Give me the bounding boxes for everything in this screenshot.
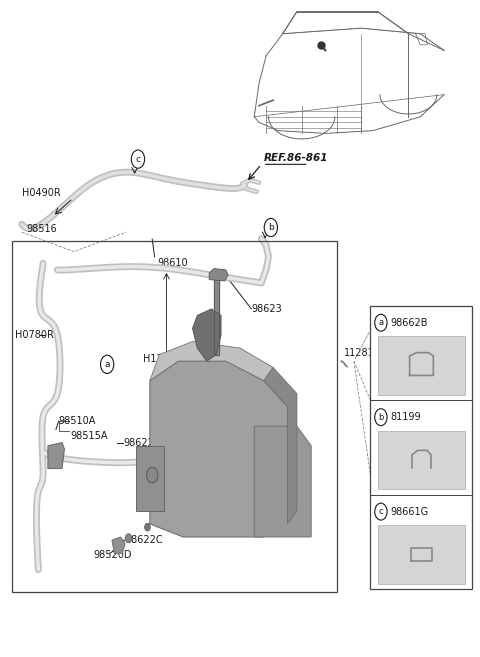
Text: 98516: 98516 xyxy=(26,223,57,234)
Text: 98510A: 98510A xyxy=(59,416,96,426)
Polygon shape xyxy=(264,367,297,524)
Text: 81199: 81199 xyxy=(390,412,421,422)
Text: 98610: 98610 xyxy=(157,258,188,268)
Polygon shape xyxy=(136,445,164,511)
Circle shape xyxy=(375,409,387,426)
Text: a: a xyxy=(105,360,110,369)
Circle shape xyxy=(375,314,387,331)
Circle shape xyxy=(375,503,387,520)
Text: c: c xyxy=(135,154,141,164)
Text: 98623: 98623 xyxy=(252,304,283,314)
Polygon shape xyxy=(192,309,221,361)
Polygon shape xyxy=(214,277,219,355)
Text: REF.86-861: REF.86-861 xyxy=(264,153,328,163)
Text: 98820: 98820 xyxy=(238,384,269,394)
Bar xyxy=(12,240,337,593)
Circle shape xyxy=(264,218,277,237)
Polygon shape xyxy=(254,426,311,537)
Text: 98520D: 98520D xyxy=(94,550,132,560)
Text: b: b xyxy=(268,223,274,232)
Text: 98515A: 98515A xyxy=(71,431,108,441)
Polygon shape xyxy=(209,269,228,281)
Bar xyxy=(378,431,466,489)
Bar xyxy=(371,306,472,589)
Text: H17925: H17925 xyxy=(143,354,181,364)
Text: c: c xyxy=(379,507,383,516)
Circle shape xyxy=(100,355,114,373)
Polygon shape xyxy=(112,537,125,553)
Polygon shape xyxy=(48,443,64,468)
Bar xyxy=(378,336,466,395)
Text: H0780R: H0780R xyxy=(14,330,53,340)
Text: 98622C: 98622C xyxy=(125,535,163,545)
Text: 98662B: 98662B xyxy=(390,318,428,328)
Bar xyxy=(378,526,466,584)
Circle shape xyxy=(132,150,144,168)
Polygon shape xyxy=(150,342,273,380)
Circle shape xyxy=(144,523,150,531)
Text: 11281: 11281 xyxy=(344,348,375,358)
Text: 98661G: 98661G xyxy=(390,507,429,516)
Circle shape xyxy=(125,533,132,543)
Text: 98622: 98622 xyxy=(124,438,155,447)
Text: a: a xyxy=(378,318,384,327)
Polygon shape xyxy=(150,361,288,537)
Text: b: b xyxy=(378,413,384,422)
Text: H0490R: H0490R xyxy=(22,188,60,198)
Circle shape xyxy=(146,467,158,483)
